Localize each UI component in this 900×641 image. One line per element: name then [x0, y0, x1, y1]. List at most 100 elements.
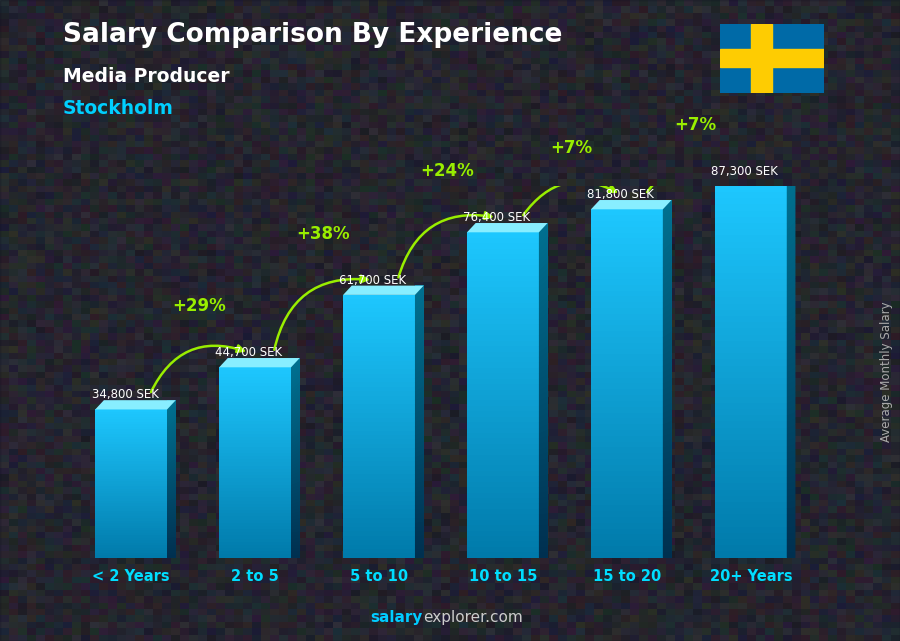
- Polygon shape: [167, 455, 176, 464]
- Bar: [662, 301, 671, 307]
- Bar: [539, 245, 547, 251]
- Bar: [787, 532, 796, 538]
- Bar: [467, 297, 539, 303]
- Bar: [343, 360, 415, 365]
- Polygon shape: [415, 299, 424, 312]
- Bar: [715, 210, 787, 217]
- Bar: [415, 435, 424, 440]
- Bar: [787, 189, 796, 196]
- Polygon shape: [539, 223, 547, 238]
- Bar: [415, 421, 424, 426]
- Bar: [291, 551, 300, 554]
- Bar: [95, 538, 167, 540]
- Bar: [291, 438, 300, 441]
- Bar: [715, 285, 787, 291]
- Bar: [220, 472, 291, 475]
- Bar: [662, 551, 671, 558]
- Bar: [715, 452, 787, 458]
- Bar: [662, 397, 671, 403]
- Bar: [343, 426, 415, 431]
- Bar: [220, 443, 291, 447]
- Polygon shape: [291, 551, 300, 554]
- Polygon shape: [539, 535, 547, 542]
- Polygon shape: [415, 349, 424, 361]
- Bar: [167, 479, 176, 481]
- Polygon shape: [662, 534, 671, 540]
- Polygon shape: [539, 335, 547, 346]
- Polygon shape: [787, 278, 796, 291]
- Bar: [291, 538, 300, 541]
- Bar: [343, 356, 415, 361]
- Bar: [220, 516, 291, 520]
- Bar: [415, 376, 424, 381]
- Polygon shape: [415, 326, 424, 338]
- Bar: [539, 519, 547, 524]
- Polygon shape: [539, 407, 547, 417]
- Bar: [167, 492, 176, 495]
- Bar: [343, 435, 415, 440]
- Bar: [220, 503, 291, 507]
- Polygon shape: [291, 461, 300, 469]
- Bar: [715, 433, 787, 440]
- Polygon shape: [539, 229, 547, 243]
- Bar: [291, 488, 300, 491]
- Polygon shape: [787, 399, 796, 409]
- Polygon shape: [662, 516, 671, 523]
- Bar: [539, 412, 547, 418]
- Bar: [343, 444, 415, 448]
- Bar: [591, 342, 662, 349]
- Bar: [539, 479, 547, 485]
- Bar: [715, 340, 787, 347]
- Bar: [291, 424, 300, 428]
- Bar: [291, 428, 300, 431]
- Bar: [467, 541, 539, 547]
- Polygon shape: [415, 517, 424, 522]
- Bar: [220, 408, 291, 412]
- Polygon shape: [415, 481, 424, 488]
- Polygon shape: [415, 521, 424, 527]
- Bar: [415, 390, 424, 394]
- Bar: [787, 412, 796, 418]
- Polygon shape: [415, 512, 424, 519]
- Bar: [415, 476, 424, 481]
- Polygon shape: [539, 452, 547, 460]
- Bar: [291, 531, 300, 535]
- Bar: [467, 389, 539, 395]
- Polygon shape: [787, 342, 796, 353]
- Bar: [220, 424, 291, 428]
- Polygon shape: [291, 381, 300, 393]
- Polygon shape: [167, 492, 176, 499]
- Bar: [343, 496, 415, 501]
- Polygon shape: [167, 542, 176, 545]
- Bar: [591, 545, 662, 552]
- Bar: [343, 404, 415, 409]
- Polygon shape: [787, 291, 796, 304]
- Bar: [467, 552, 539, 558]
- Bar: [343, 553, 415, 558]
- Bar: [343, 518, 415, 522]
- Bar: [167, 463, 176, 466]
- Polygon shape: [415, 485, 424, 492]
- Polygon shape: [539, 479, 547, 487]
- Polygon shape: [291, 374, 300, 387]
- Bar: [715, 353, 787, 360]
- Bar: [415, 313, 424, 317]
- Polygon shape: [539, 435, 547, 444]
- Polygon shape: [167, 445, 176, 454]
- Bar: [220, 389, 291, 393]
- Bar: [95, 473, 167, 476]
- Polygon shape: [787, 450, 796, 458]
- Bar: [715, 229, 787, 235]
- Bar: [95, 530, 167, 533]
- Polygon shape: [539, 318, 547, 330]
- Bar: [467, 400, 539, 406]
- Bar: [591, 522, 662, 529]
- Bar: [291, 374, 300, 378]
- Polygon shape: [291, 368, 300, 380]
- Polygon shape: [787, 310, 796, 322]
- Bar: [662, 271, 671, 278]
- Bar: [467, 497, 539, 503]
- Bar: [715, 514, 787, 520]
- Bar: [220, 415, 291, 418]
- FancyArrowPatch shape: [274, 276, 367, 350]
